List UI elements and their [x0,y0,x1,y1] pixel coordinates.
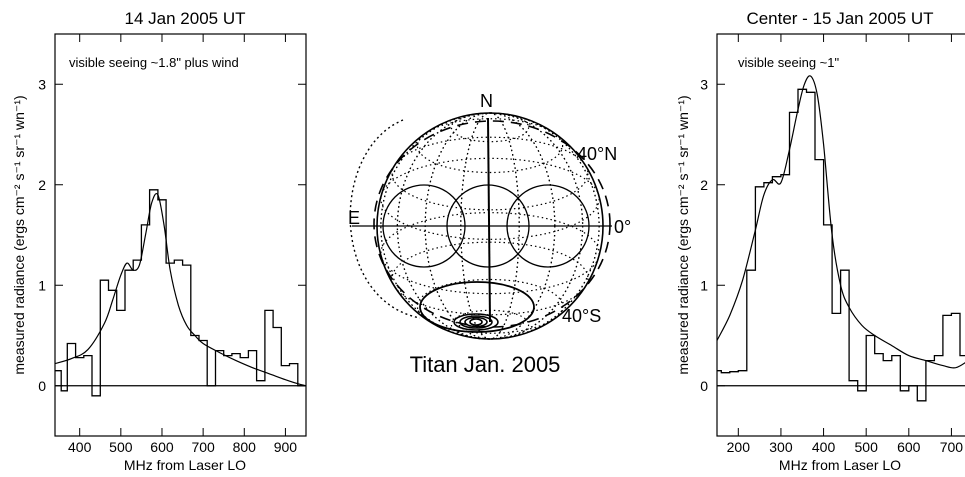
globe-pole-contour [464,316,488,328]
globe-beam-ellipse-south [419,281,535,333]
right-panel-title: Center - 15 Jan 2005 UT [746,9,933,28]
right-y-tick-label: 2 [700,177,708,193]
left-data-marks [55,189,306,397]
left-ticks: 400 500 600 700 800 900 0 1 2 3 [38,34,306,455]
right-x-tick-label: 300 [769,439,793,455]
left-y-tick-label: 0 [38,378,46,394]
globe-beam-circle-center [446,184,530,268]
globe-latitude-line [416,118,564,174]
left-y-tick-label: 3 [38,76,46,92]
globe-dashed-limb [373,120,611,328]
right-y-tick-label: 3 [700,76,708,92]
left-x-tick-label: 700 [191,439,215,455]
right-y-axis-label: measured radiance (ergs cm⁻² s⁻¹ sr⁻¹ wn… [675,95,691,374]
left-x-tick-label: 600 [150,439,174,455]
globe-latitude-line [416,278,564,334]
globe-lat-40s-label: 40°S [562,306,601,326]
left-plot-frame [54,33,307,437]
globe-north-label: N [480,91,493,111]
right-spectrum-panel: Center - 15 Jan 2005 UT visible seeing ~… [675,9,965,473]
right-y-tick-label: 1 [700,277,708,293]
left-x-tick-label: 900 [274,439,298,455]
left-smooth-fit-series [55,192,306,387]
left-x-tick-label: 500 [109,439,133,455]
right-x-axis-label: MHz from Laser LO [779,457,901,473]
globe-latitude-line [380,212,600,295]
globe-latitude-line [391,136,589,211]
left-y-tick-label: 2 [38,177,46,193]
left-spectrum-panel: 14 Jan 2005 UT visible seeing ~1.8" plus… [11,9,307,473]
globe-latitude-line [391,241,589,316]
right-y-tick-label: 0 [700,378,708,394]
globe-lat-40n-label: 40°N [577,144,617,164]
left-x-tick-label: 800 [233,439,257,455]
right-data-marks [717,75,965,402]
globe-beam-circle-east [506,184,590,268]
left-histogram-series [55,189,306,397]
right-x-tick-label: 700 [940,439,964,455]
globe-beam-circle-west [382,184,466,268]
globe-pole-contour [453,313,499,331]
titan-globe-diagram: N E 40°N 0° 40°S Titan Jan. 2005 [348,91,631,377]
globe-dotted-arc [349,119,421,319]
globe-latitude-line [450,112,530,143]
left-seeing-note: visible seeing ~1.8" plus wind [69,55,239,70]
right-seeing-note: visible seeing ~1" [738,55,839,70]
left-panel-title: 14 Jan 2005 UT [125,9,246,28]
globe-lat-0-label: 0° [614,217,631,237]
globe-central-meridian [487,117,491,323]
left-x-tick-label: 400 [68,439,92,455]
right-x-tick-label: 200 [727,439,751,455]
globe-latitude-line [380,157,600,240]
globe-pole-contour [459,315,493,329]
right-histogram-series [717,88,965,402]
left-y-tick-label: 1 [38,277,46,293]
globe-pole-contour [469,318,483,326]
left-x-axis-label: MHz from Laser LO [124,457,246,473]
right-x-tick-label: 400 [812,439,836,455]
globe-caption: Titan Jan. 2005 [410,352,561,377]
left-y-axis-label: measured radiance (ergs cm⁻² s⁻¹ sr⁻¹ wn… [11,95,27,374]
right-x-tick-label: 500 [855,439,879,455]
globe-east-label: E [348,208,360,228]
globe-south-pole-contours [453,313,499,331]
right-x-tick-label: 600 [897,439,921,455]
right-smooth-fit-series [717,75,965,369]
right-plot-frame [716,33,965,437]
right-ticks: 200 300 400 500 600 700 0 1 2 3 [700,34,963,455]
